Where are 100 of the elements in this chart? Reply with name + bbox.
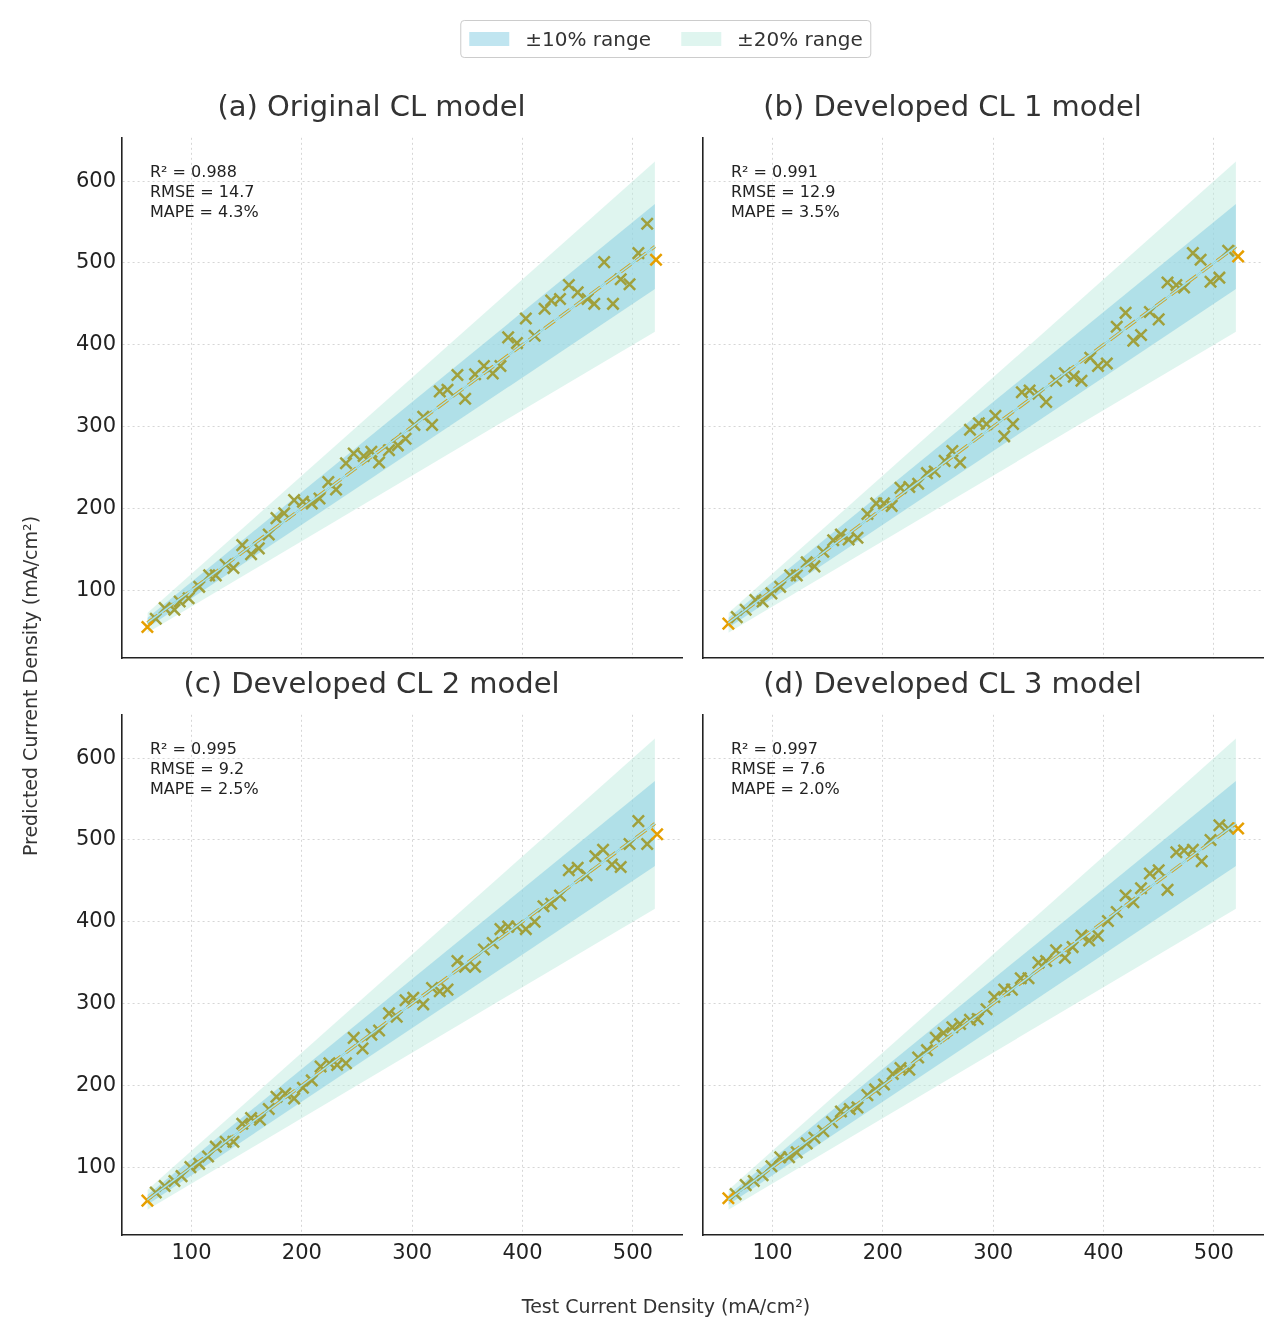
point — [1169, 278, 1184, 292]
y-tick-label: 200 — [75, 1071, 116, 1096]
point — [1160, 275, 1175, 290]
point — [1039, 395, 1054, 409]
point — [1126, 895, 1141, 910]
point — [979, 417, 994, 431]
point — [372, 455, 386, 470]
x-tick-label: 400 — [1083, 1240, 1124, 1265]
y-tick-label: 400 — [75, 331, 116, 356]
point — [597, 255, 612, 270]
y-tick-label: 300 — [75, 989, 116, 1014]
point — [807, 559, 822, 574]
point — [570, 860, 585, 875]
point — [181, 591, 196, 606]
point — [640, 216, 655, 231]
point — [945, 1020, 960, 1035]
point — [339, 456, 353, 471]
point — [304, 496, 319, 511]
point — [416, 997, 431, 1012]
point — [1177, 280, 1191, 295]
point — [884, 498, 899, 513]
point — [834, 1104, 848, 1119]
point — [406, 990, 421, 1005]
point — [1014, 385, 1029, 400]
point — [755, 594, 770, 609]
point — [604, 857, 619, 872]
point — [631, 814, 646, 829]
point — [588, 849, 603, 864]
point — [789, 568, 804, 583]
point — [1142, 866, 1157, 881]
point — [1091, 928, 1105, 943]
y-axis-title: Predicted Current Density (mA/cm²) — [19, 515, 41, 857]
point — [518, 922, 533, 936]
annotation: MAPE = 3.5% — [731, 201, 840, 221]
point — [364, 444, 379, 459]
annotation: RMSE = 12.9 — [731, 181, 836, 201]
point — [553, 292, 567, 306]
point — [510, 336, 524, 351]
point — [372, 1023, 386, 1038]
x-tick-label: 300 — [392, 1240, 433, 1265]
point — [1231, 821, 1246, 836]
point — [518, 311, 533, 326]
point — [570, 285, 585, 300]
chart-title: (d) Developed CL 3 model — [763, 665, 1142, 700]
point — [1022, 383, 1037, 398]
point — [606, 296, 620, 311]
point — [650, 827, 665, 842]
point — [544, 293, 559, 308]
y-tick-label: 500 — [75, 249, 116, 274]
point — [172, 594, 187, 609]
point — [587, 296, 602, 311]
y-tick-label: 200 — [75, 494, 116, 519]
point — [613, 272, 628, 287]
annotation: MAPE = 2.0% — [731, 778, 840, 798]
point — [244, 547, 258, 562]
point — [869, 496, 884, 511]
annotation: RMSE = 14.7 — [150, 181, 255, 201]
point — [251, 541, 266, 556]
point — [1065, 940, 1080, 954]
point — [997, 429, 1012, 444]
point — [1109, 319, 1124, 334]
point — [963, 422, 977, 437]
point — [953, 1017, 967, 1031]
point — [527, 914, 542, 929]
chart-title: (c) Developed CL 2 model — [183, 665, 560, 700]
chart-title: (a) Original CL model — [217, 88, 526, 123]
point — [782, 1150, 796, 1165]
annotation: MAPE = 4.3% — [150, 201, 259, 221]
point — [970, 1012, 985, 1026]
point — [450, 368, 465, 382]
annotation: R² = 0.995 — [150, 738, 237, 758]
x-tick-label: 100 — [171, 1240, 212, 1265]
point — [1169, 845, 1184, 860]
point — [501, 330, 516, 345]
point — [1193, 252, 1208, 267]
point — [312, 491, 327, 506]
point — [1066, 369, 1081, 384]
y-tick-label: 600 — [75, 167, 116, 192]
point — [468, 959, 482, 974]
annotation: RMSE = 7.6 — [731, 758, 826, 778]
point — [167, 602, 182, 617]
x-tick-label: 100 — [752, 1240, 793, 1265]
x-tick-label: 200 — [281, 1240, 322, 1265]
annotation: R² = 0.997 — [731, 738, 818, 758]
point — [1134, 328, 1148, 342]
point — [1118, 888, 1133, 903]
point — [356, 449, 371, 463]
point — [1177, 843, 1191, 858]
point — [432, 984, 447, 999]
point — [425, 417, 439, 432]
point — [1212, 270, 1227, 285]
point — [789, 1145, 804, 1160]
point — [287, 1091, 302, 1106]
point — [1091, 359, 1105, 373]
point — [971, 416, 986, 431]
point — [544, 896, 559, 911]
x-tick-label: 500 — [1193, 1240, 1234, 1265]
point — [1006, 417, 1020, 431]
point — [841, 532, 856, 547]
point — [1194, 854, 1209, 869]
